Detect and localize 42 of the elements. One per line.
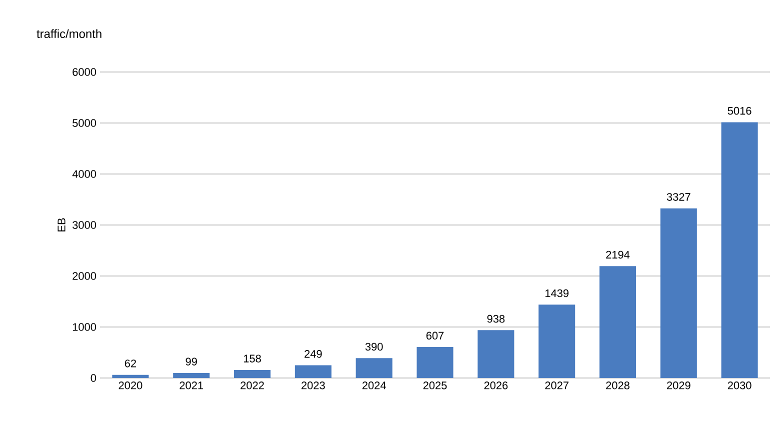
bar [234, 370, 271, 378]
x-tick-label: 2024 [362, 382, 386, 390]
bar [538, 304, 576, 378]
data-label: 5016 [728, 106, 752, 115]
bar [660, 208, 697, 378]
y-tick-label: 0 [90, 374, 96, 382]
y-axis-title: EB [58, 218, 66, 232]
bar [173, 372, 210, 378]
y-tick-label: 5000 [72, 119, 96, 127]
bar [356, 358, 392, 378]
x-tick-label: 2026 [484, 382, 508, 390]
bar [599, 266, 636, 378]
data-label: 99 [186, 358, 197, 366]
y-tick-label: 6000 [72, 68, 96, 76]
x-tick-label: 2027 [545, 382, 568, 390]
x-tick-label: 2028 [606, 382, 630, 390]
y-tick-label: 1000 [72, 323, 96, 331]
y-tick-label: 3000 [72, 221, 96, 229]
x-tick-label: 2025 [423, 382, 447, 390]
y-tick-label: 2000 [72, 272, 96, 280]
data-label: 62 [124, 360, 136, 368]
y-tick-label: 4000 [72, 170, 96, 178]
chart-title: traffic/month [36, 29, 102, 38]
bar [478, 330, 514, 378]
data-label: 158 [244, 354, 261, 362]
x-tick-label: 2022 [240, 382, 264, 390]
data-label: 2194 [606, 250, 630, 259]
bar [294, 365, 332, 378]
x-tick-label: 2030 [728, 382, 752, 390]
x-tick-label: 2029 [667, 382, 690, 390]
bar [721, 122, 758, 378]
x-tick-label: 2020 [118, 382, 142, 390]
bar [416, 347, 454, 378]
data-label: 390 [365, 342, 383, 351]
bar [112, 374, 149, 378]
x-tick-label: 2021 [180, 382, 204, 390]
x-tick-label: 2023 [302, 382, 325, 390]
data-label: 938 [487, 314, 505, 323]
data-label: 3327 [666, 193, 690, 201]
data-label: 607 [426, 332, 444, 340]
data-label: 249 [304, 350, 322, 358]
data-label: 1439 [545, 289, 568, 298]
